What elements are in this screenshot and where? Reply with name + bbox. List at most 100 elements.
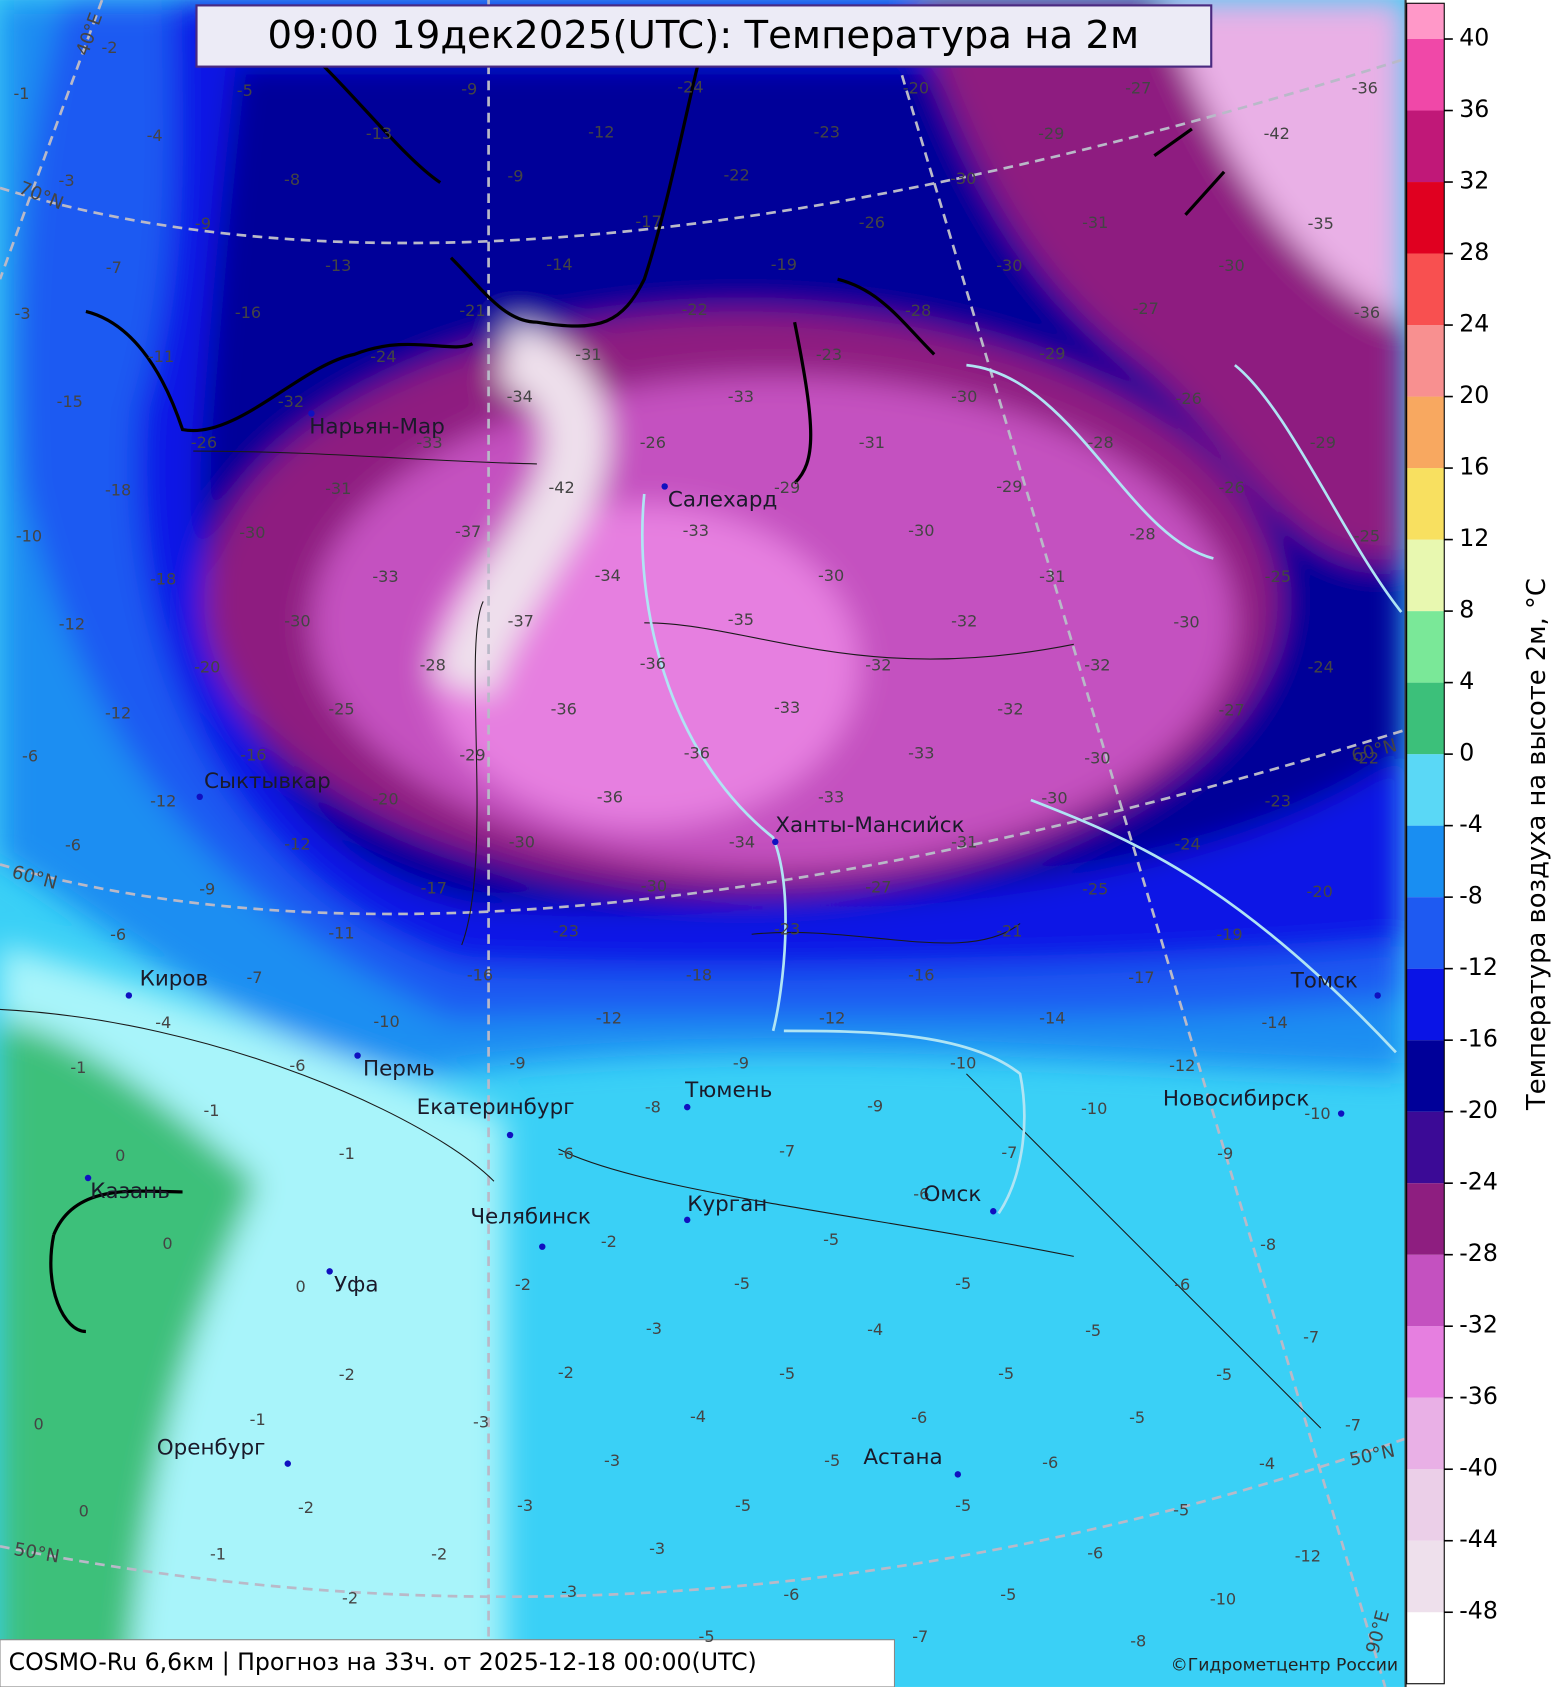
temperature-label: -6 [913, 1185, 929, 1204]
temperature-label: -5 [823, 1230, 839, 1249]
city-label: Новосибирск [1163, 1087, 1309, 1112]
colorbar-bin [1406, 468, 1445, 540]
city-dot [326, 1268, 333, 1275]
temperature-label: -32 [951, 611, 977, 630]
temperature-label: -30 [996, 256, 1022, 275]
temperature-label: -1 [70, 1058, 86, 1077]
temperature-label: -8 [284, 170, 300, 189]
city-dot [284, 1460, 291, 1467]
city-label: Челябинск [470, 1205, 591, 1230]
overlay: -48-44-40-36-32-28-24-20-16-12-8-4048121… [10, 2, 1498, 1685]
temperature-label: -42 [1264, 124, 1290, 143]
temperature-label: -16 [908, 966, 934, 985]
temperature-label: -24 [1174, 835, 1200, 854]
temperature-label: -12 [105, 704, 131, 723]
city-dot [196, 793, 203, 801]
colorbar-tick-label: -8 [1459, 882, 1483, 910]
temperature-label: -29 [1039, 344, 1065, 363]
temperature-label: -19 [1216, 925, 1242, 944]
temperature-label: -5 [1129, 1408, 1145, 1427]
temperature-label: -29 [1038, 124, 1064, 143]
temperature-label: -11 [148, 347, 174, 366]
temperature-label: -12 [150, 792, 176, 811]
temperature-label: 0 [115, 1146, 125, 1165]
temperature-label: -34 [729, 832, 755, 851]
colorbar-frame [1406, 2, 1445, 1685]
city-label: Курган [687, 1192, 767, 1217]
temperature-label: -36 [640, 654, 666, 673]
temperature-label: -17 [421, 879, 447, 898]
colorbar-bin [1406, 897, 1445, 969]
temperature-label: -30 [951, 387, 977, 406]
title-box [195, 4, 1213, 68]
temperature-label: -21 [996, 922, 1022, 941]
temperature-label: -7 [1345, 1416, 1361, 1435]
temperature-label: -4 [867, 1320, 883, 1339]
temperature-label: -36 [1354, 303, 1380, 322]
temperature-label: -12 [819, 1009, 845, 1028]
temperature-label: -20 [1307, 882, 1333, 901]
temperature-label: -7 [106, 258, 122, 277]
temperature-label: -30 [509, 832, 535, 851]
colorbar-tick-label: 40 [1459, 24, 1489, 52]
temperature-label: -23 [814, 123, 840, 142]
temperature-label: -30 [1218, 256, 1244, 275]
temperature-label: 0 [79, 1501, 89, 1520]
colorbar-bin [1406, 396, 1445, 469]
colorbar-bin [1406, 1111, 1445, 1184]
temperature-label: -16 [467, 966, 493, 985]
temperature-label: -17 [635, 212, 661, 231]
temperature-label: -30 [239, 523, 265, 542]
temperature-label: -9 [867, 1097, 883, 1116]
temperature-label: -7 [246, 968, 262, 987]
temperature-label: -25 [1265, 567, 1291, 586]
temperature-label: -2 [558, 1363, 574, 1382]
temperature-label: -18 [150, 569, 176, 588]
temperature-label: -27 [1125, 79, 1151, 98]
city-dot [506, 1131, 514, 1139]
temperature-label: -33 [416, 433, 442, 452]
temperature-label: -6 [911, 1408, 927, 1427]
temperature-label: -7 [779, 1142, 795, 1161]
temperature-label: -6 [783, 1585, 799, 1604]
city-label: Тюмень [684, 1078, 772, 1103]
temperature-label: -12 [284, 835, 310, 854]
temperature-label: -36 [684, 743, 710, 762]
colorbar-tick-label: 16 [1459, 453, 1489, 481]
temperature-label: -32 [278, 392, 304, 411]
temperature-label: -5 [735, 1496, 751, 1515]
temperature-label: -31 [859, 433, 885, 452]
temperature-label: -28 [420, 655, 446, 674]
temperature-label: -5 [1173, 1500, 1189, 1519]
temperature-label: -9 [1217, 1144, 1233, 1163]
temperature-label: -3 [59, 171, 75, 190]
temperature-label: -12 [588, 123, 614, 142]
temperature-label: -14 [546, 255, 572, 274]
temperature-label: -33 [774, 698, 800, 717]
temperature-label: -6 [110, 925, 126, 944]
temperature-label: -24 [370, 347, 396, 366]
temperature-label: -3 [15, 304, 31, 323]
temperature-label: -23 [816, 345, 842, 364]
temperature-label: -33 [683, 521, 709, 540]
colorbar-tick-label: -48 [1459, 1597, 1498, 1625]
colorbar-bin [1406, 682, 1445, 755]
temperature-label: -7 [1001, 1143, 1017, 1162]
city-label: Ханты-Мансийск [775, 813, 964, 838]
temperature-label: -19 [771, 255, 797, 274]
temperature-label: -20 [372, 790, 398, 809]
temperature-label: -8 [1260, 1235, 1276, 1254]
temperature-label: -2 [342, 1588, 358, 1607]
temperature-label: -10 [373, 1012, 399, 1031]
temperature-label: -26 [1176, 389, 1202, 408]
map-border [1404, 0, 1407, 1687]
temperature-label: -12 [59, 614, 85, 633]
colorbar-tick-label: 4 [1459, 667, 1474, 695]
temperature-label: -30 [818, 566, 844, 585]
temperature-label: -31 [951, 832, 977, 851]
city-dot [125, 992, 133, 999]
temperature-label: -6 [65, 836, 81, 855]
title: 09:00 19дек2025(UTC): Температура на 2м [268, 13, 1140, 58]
